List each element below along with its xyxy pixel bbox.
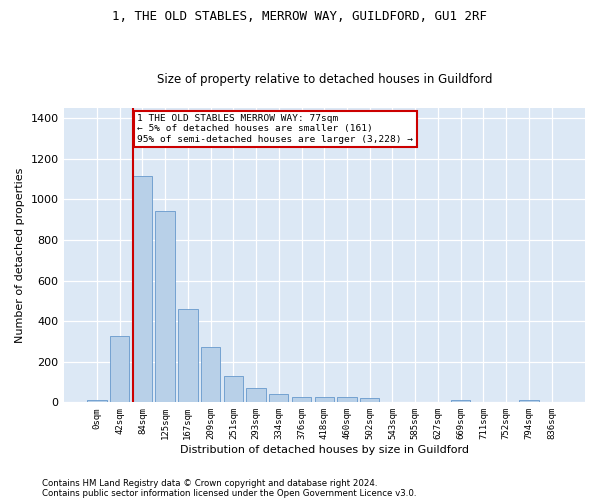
Bar: [224, 376, 243, 402]
Bar: [87, 400, 107, 402]
Y-axis label: Number of detached properties: Number of detached properties: [15, 168, 25, 343]
Bar: [269, 394, 289, 402]
Text: Contains HM Land Registry data © Crown copyright and database right 2024.: Contains HM Land Registry data © Crown c…: [42, 478, 377, 488]
Bar: [360, 398, 379, 402]
X-axis label: Distribution of detached houses by size in Guildford: Distribution of detached houses by size …: [180, 445, 469, 455]
Bar: [201, 346, 220, 403]
Bar: [519, 400, 539, 402]
Bar: [155, 210, 175, 402]
Bar: [451, 400, 470, 402]
Text: Contains public sector information licensed under the Open Government Licence v3: Contains public sector information licen…: [42, 488, 416, 498]
Bar: [247, 388, 266, 402]
Bar: [337, 397, 356, 402]
Bar: [292, 398, 311, 402]
Bar: [110, 336, 130, 402]
Bar: [133, 176, 152, 402]
Text: 1 THE OLD STABLES MERROW WAY: 77sqm
← 5% of detached houses are smaller (161)
95: 1 THE OLD STABLES MERROW WAY: 77sqm ← 5%…: [137, 114, 413, 144]
Bar: [314, 397, 334, 402]
Text: 1, THE OLD STABLES, MERROW WAY, GUILDFORD, GU1 2RF: 1, THE OLD STABLES, MERROW WAY, GUILDFOR…: [113, 10, 487, 23]
Bar: [178, 309, 197, 402]
Title: Size of property relative to detached houses in Guildford: Size of property relative to detached ho…: [157, 73, 492, 86]
